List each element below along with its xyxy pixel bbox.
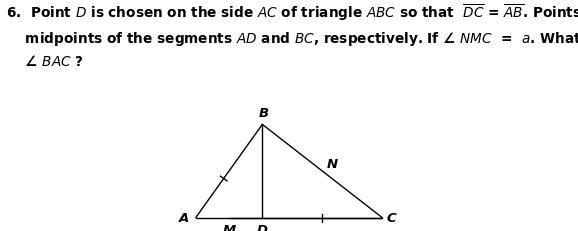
Text: C: C	[387, 211, 397, 224]
Text: M: M	[223, 223, 236, 231]
Text: N: N	[327, 157, 338, 170]
Text: B: B	[258, 107, 269, 120]
Text: D: D	[257, 223, 268, 231]
Text: A: A	[179, 211, 188, 224]
Text: 6.  Point $\it{D}$ is chosen on the side $\it{AC}$ of triangle $\it{ABC}$ so tha: 6. Point $\it{D}$ is chosen on the side …	[6, 2, 578, 69]
